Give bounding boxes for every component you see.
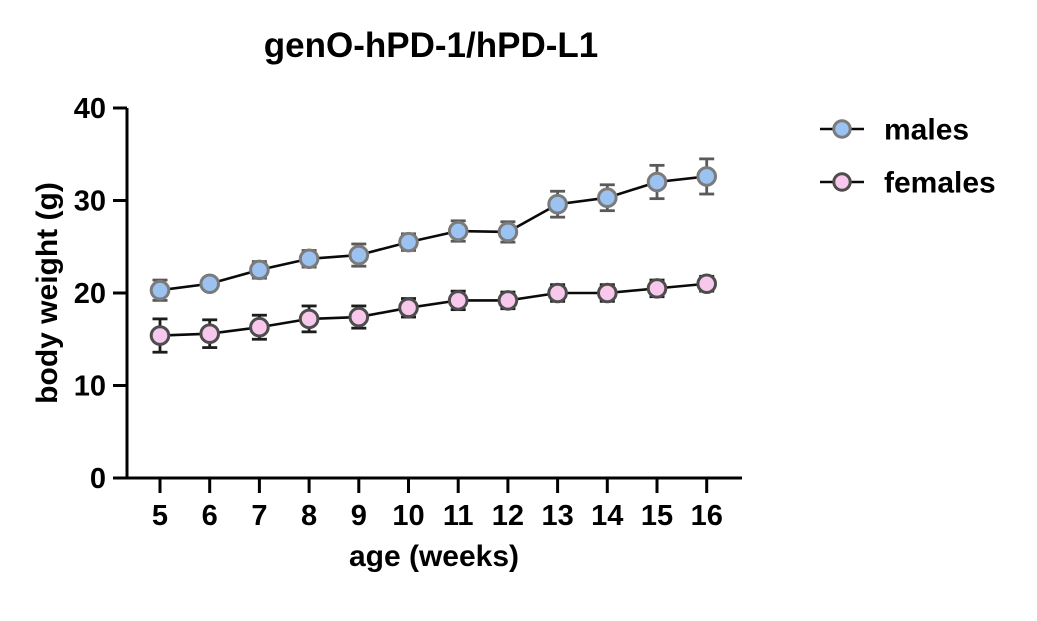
females-data-point: [447, 290, 469, 311]
males-data-point: [447, 220, 469, 242]
males-data-point: [597, 187, 618, 209]
x-tick-label: 14: [591, 500, 623, 532]
females-data-point: [348, 306, 370, 328]
x-tick-label: 10: [392, 500, 424, 532]
x-tick-label: 13: [541, 500, 573, 532]
x-tick-label: 12: [492, 500, 524, 532]
males-line: [159, 175, 707, 292]
x-tick-label: 8: [301, 500, 317, 532]
females-line: [159, 282, 707, 337]
females-data-point: [249, 316, 270, 338]
series-males: [149, 157, 718, 302]
y-tick-label: 10: [74, 371, 106, 403]
females-data-point: [696, 273, 718, 295]
females-data-point: [149, 325, 171, 346]
females-data-point: [547, 282, 568, 304]
legend-label-females: females: [884, 167, 996, 200]
y-tick-label: 0: [90, 463, 106, 495]
data-series: [149, 157, 718, 354]
y-axis-title: body weight (g): [31, 182, 64, 404]
axes: 0 10 20 30 40 5 6 7 8 9 10 11 12 13 14 15 16: [74, 93, 742, 532]
x-tick-label: 7: [251, 500, 267, 532]
males-data-point: [149, 279, 171, 301]
males-data-point: [249, 259, 270, 281]
x-tick-label: 6: [202, 500, 218, 532]
y-tick-label: 20: [74, 278, 106, 310]
males-data-point: [199, 273, 220, 295]
legend-circle-marker-females: [832, 172, 852, 192]
legend-item-males: males: [820, 114, 969, 147]
males-data-point: [646, 171, 668, 193]
y-tick-label: 40: [74, 93, 106, 125]
females-data-point: [298, 308, 320, 330]
males-data-point: [497, 221, 519, 243]
y-tick-label: 30: [74, 186, 106, 218]
females-data-point: [497, 290, 519, 311]
females-data-point: [646, 278, 668, 299]
males-data-point: [696, 166, 718, 187]
females-data-point: [199, 323, 220, 345]
males-data-point: [348, 244, 370, 266]
males-data-point: [547, 193, 568, 215]
females-data-point: [398, 297, 419, 319]
legend-label-males: males: [884, 114, 969, 147]
males-data-point: [298, 248, 320, 270]
chart-title: genO-hPD-1/hPD-L1: [264, 26, 598, 65]
x-tick-label: 16: [691, 500, 723, 532]
x-axis-title: age (weeks): [349, 540, 519, 573]
legend: males females: [820, 114, 996, 200]
x-tick-label: 15: [641, 500, 673, 532]
legend-item-females: females: [820, 167, 996, 200]
legend-circle-marker-males: [832, 119, 852, 139]
x-tick-label: 5: [152, 500, 168, 532]
series-females: [149, 273, 718, 354]
females-data-point: [597, 282, 618, 304]
x-tick-label: 9: [351, 500, 367, 532]
males-data-point: [398, 231, 419, 253]
x-tick-label: 11: [443, 500, 474, 532]
